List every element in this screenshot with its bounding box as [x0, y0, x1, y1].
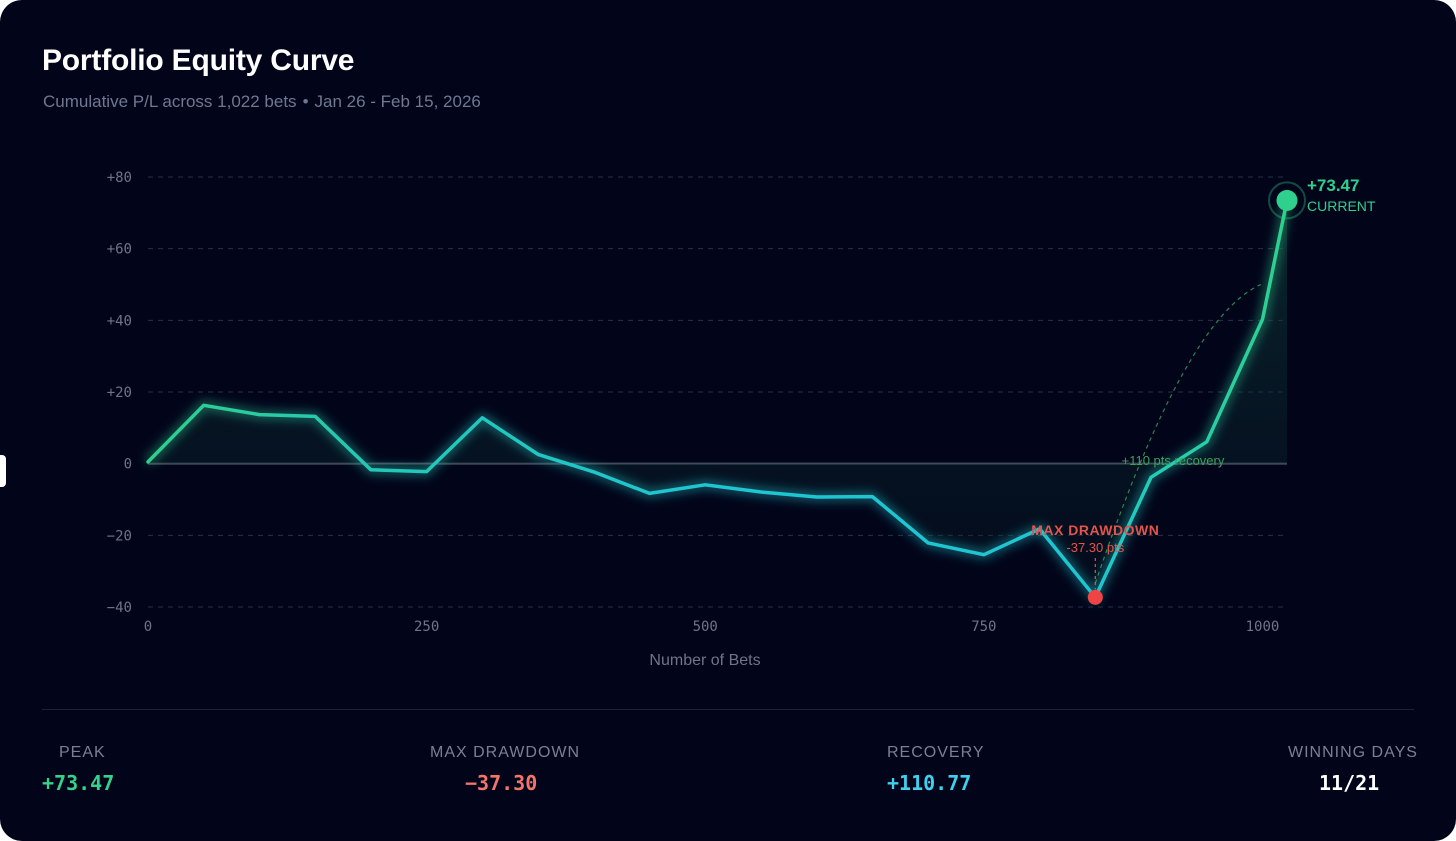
data-point [1260, 317, 1264, 321]
y-tick-label: −40 [107, 600, 132, 616]
stat-winning-days-value: 11/21 [1319, 771, 1380, 795]
stat-recovery-label: RECOVERY [887, 744, 985, 761]
data-point [480, 416, 484, 420]
x-tick-label: 500 [693, 619, 718, 635]
data-point [703, 483, 707, 487]
subtitle-separator: • [302, 92, 309, 111]
y-tick-label: +60 [107, 242, 132, 258]
y-tick-label: +80 [107, 170, 132, 186]
y-tick-label: 0 [124, 457, 132, 473]
drawdown-marker [1087, 589, 1103, 605]
data-point [592, 470, 596, 474]
subtitle-dates: Jan 26 - Feb 15, 2026 [314, 92, 481, 111]
equity-chart: +80 +60 +40 +20 0 −20 −40 0 250 500 750 1000 +110 p… [107, 170, 1376, 669]
stat-peak-value: +73.47 [42, 771, 115, 795]
data-point [313, 414, 317, 418]
current-marker [1276, 189, 1298, 211]
current-value: +73.47 [1307, 176, 1359, 195]
current-marker-ring [1268, 181, 1306, 220]
edge-tab [0, 455, 6, 487]
stats-divider [42, 709, 1414, 710]
stat-winning-days-label: WINNING DAYS [1288, 744, 1418, 761]
stat-drawdown-label: MAX DRAWDOWN [430, 744, 581, 761]
x-tick-label: 750 [971, 619, 996, 635]
data-point [1205, 440, 1209, 444]
data-point [926, 541, 930, 545]
equity-line [146, 198, 1289, 600]
data-point [257, 413, 261, 417]
stat-recovery-value: +110.77 [887, 771, 972, 795]
chart-subtitle: Cumulative P/L across 1,022 bets • Jan 26 … [43, 92, 481, 112]
data-point [648, 491, 652, 495]
x-tick-label: 0 [144, 619, 152, 635]
subtitle-bets: Cumulative P/L across 1,022 bets [43, 92, 297, 111]
drawdown-value: -37.30 pts [1066, 540, 1124, 555]
stat-drawdown-value: −37.30 [465, 771, 538, 795]
x-tick-label: 1000 [1246, 619, 1280, 635]
stat-peak-label: PEAK [59, 744, 106, 761]
page-title: Portfolio Equity Curve [42, 44, 355, 77]
recovery-label: +110 pts recovery [1122, 453, 1225, 468]
data-point [870, 495, 874, 499]
data-point [1149, 475, 1153, 479]
data-point [425, 470, 429, 474]
data-point [369, 468, 373, 472]
x-axis-label: Number of Bets [649, 652, 760, 669]
data-point [982, 553, 986, 557]
recovery-arc [1094, 283, 1262, 584]
drawdown-title: MAX DRAWDOWN [1031, 522, 1159, 538]
data-point [759, 490, 763, 494]
equity-area-fill [148, 200, 1287, 598]
data-point [146, 460, 150, 464]
x-tick-label: 250 [414, 619, 439, 635]
data-point [815, 495, 819, 499]
y-tick-label: +20 [107, 385, 132, 401]
current-label: CURRENT [1307, 198, 1376, 214]
y-tick-label: −20 [107, 528, 132, 544]
y-tick-label: +40 [107, 313, 132, 329]
data-point [202, 403, 206, 407]
data-point [536, 452, 540, 456]
